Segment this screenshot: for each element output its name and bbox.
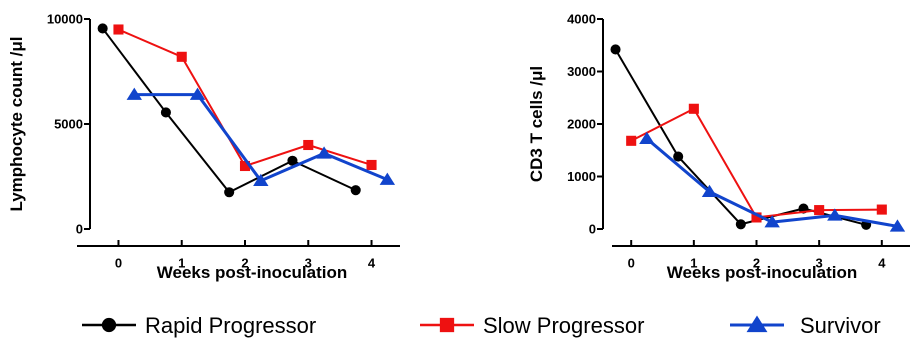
x-tick-label: 2	[241, 256, 248, 271]
series-0	[97, 23, 361, 198]
series-line	[118, 28, 372, 167]
cd3-chart-panel: 0 1000 2000 3000 4000 0 1 2 3 4 Weeks post-inocula…	[527, 12, 910, 282]
legend-marker	[746, 315, 768, 333]
legend-entry: Rapid Progressor	[82, 313, 316, 338]
x-tick-label: 1	[178, 256, 185, 271]
data-point	[303, 139, 314, 151]
data-point	[814, 205, 825, 216]
x-tick-label: 3	[305, 256, 312, 271]
legend-label: Survivor	[800, 313, 881, 338]
y-axis-title: CD3 T cells /μl	[527, 66, 546, 182]
data-point	[701, 184, 718, 197]
data-point	[735, 219, 746, 230]
data-point	[113, 24, 124, 35]
data-point	[126, 87, 142, 100]
x-tick-label: 4	[368, 256, 376, 271]
data-point	[876, 204, 887, 215]
y-axis-title: Lymphocyte count /μl	[7, 36, 26, 211]
data-point	[97, 23, 108, 34]
series-line	[645, 137, 898, 228]
legend-marker	[101, 317, 117, 333]
x-axis-title: Weeks post-inoculation	[667, 263, 858, 282]
data-point	[889, 219, 906, 232]
lymphocyte-chart-panel: 0 5000 10000 0 1 2 3 4 Weeks post-inoculation Lym…	[7, 12, 400, 282]
data-point	[224, 187, 235, 198]
data-point	[673, 151, 684, 162]
legend-label: Slow Progressor	[483, 313, 644, 338]
data-point	[610, 44, 621, 55]
series-1	[113, 24, 377, 172]
y-tick-label: 0	[76, 222, 83, 237]
series-line	[614, 48, 867, 226]
data-point	[626, 135, 637, 146]
data-point	[639, 131, 655, 144]
legend-label: Rapid Progressor	[145, 313, 316, 338]
legend: Rapid Progressor Slow Progressor Survivor	[82, 313, 881, 338]
x-tick-label: 0	[115, 256, 122, 271]
data-point	[764, 215, 780, 228]
series-2	[639, 131, 906, 232]
data-point	[176, 51, 187, 62]
series-line	[101, 27, 357, 194]
y-tick-label: 2000	[567, 117, 596, 132]
data-point	[751, 212, 762, 223]
data-point	[239, 160, 251, 172]
series-1	[626, 103, 887, 223]
data-point	[350, 185, 361, 196]
data-point	[366, 159, 377, 170]
x-tick-label: 1	[690, 256, 697, 271]
y-tick-label: 3000	[567, 64, 596, 79]
series-line	[630, 107, 882, 219]
x-tick-label: 4	[878, 256, 886, 271]
y-tick-label: 1000	[567, 169, 596, 184]
data-point	[379, 172, 396, 185]
data-point	[688, 103, 699, 114]
data-point	[316, 146, 332, 159]
y-tick-label: 0	[589, 222, 596, 237]
series-line	[134, 93, 388, 183]
y-tick-label: 5000	[54, 117, 83, 132]
data-point	[160, 107, 171, 118]
series-2	[126, 87, 396, 186]
y-tick-label: 4000	[567, 12, 596, 27]
legend-entry: Slow Progressor	[420, 313, 644, 338]
legend-entry: Survivor	[730, 313, 881, 338]
data-point	[189, 87, 206, 100]
x-tick-label: 3	[816, 256, 823, 271]
x-tick-label: 0	[628, 256, 635, 271]
x-tick-label: 2	[753, 256, 760, 271]
series-0	[610, 44, 872, 230]
data-point	[287, 155, 298, 166]
x-axis-title: Weeks post-inoculation	[157, 263, 348, 282]
legend-marker	[439, 317, 455, 333]
data-point	[253, 173, 269, 186]
data-point	[827, 208, 843, 221]
y-tick-label: 10000	[47, 12, 83, 27]
